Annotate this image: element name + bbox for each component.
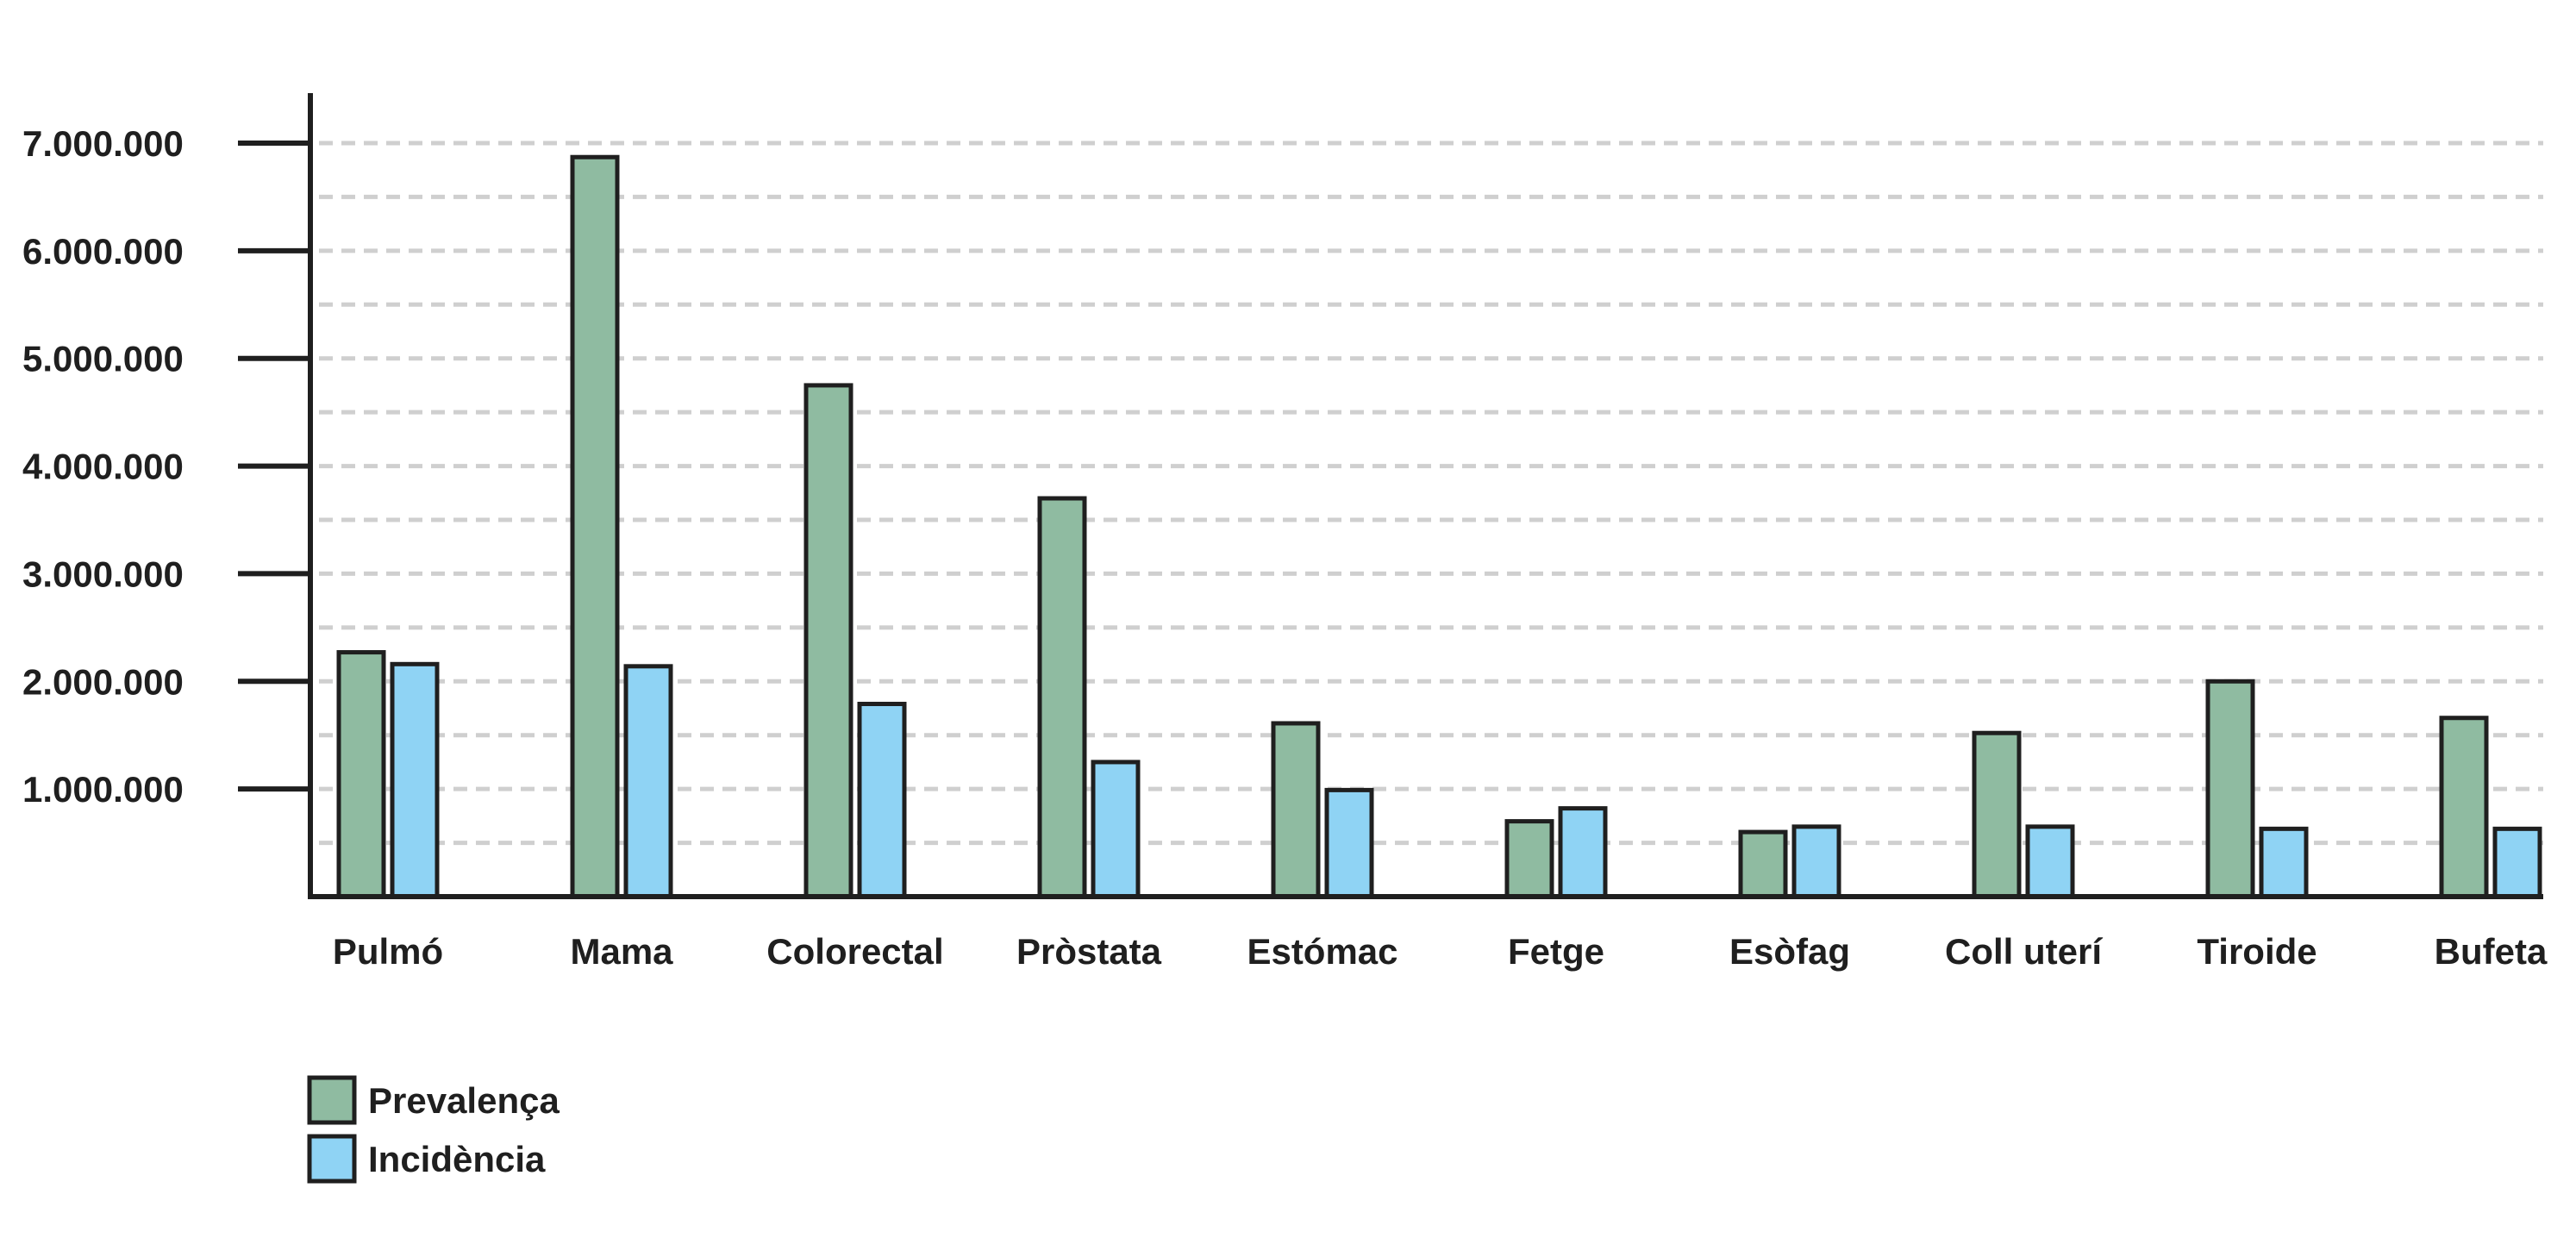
x-tick-label: Colorectal [766,931,943,972]
bar-incid-ncia-3 [1091,760,1141,899]
x-tick-label: Fetge [1508,931,1604,972]
y-tick-label: 4.000.000 [22,447,184,487]
legend: Prevalença Incidència [307,1075,560,1184]
bar-incid-ncia-4 [1324,787,1374,899]
y-tick-label: 2.000.000 [22,661,184,702]
axes [238,93,2543,899]
gridlines [319,141,2543,846]
bar-incid-ncia-1 [623,664,673,899]
bar-prevalen-a-2 [803,383,853,899]
bar-incid-ncia-8 [2259,826,2309,899]
legend-label: Prevalença [368,1080,560,1121]
y-tick-label: 5.000.000 [22,339,184,379]
y-tick-label: 3.000.000 [22,553,184,594]
x-tick-label: Pulmó [333,931,443,972]
bar-incid-ncia-9 [2492,826,2542,899]
bar-prevalen-a-9 [2439,716,2489,899]
bar-incid-ncia-2 [857,702,907,899]
y-tick-label: 1.000.000 [22,769,184,810]
x-tick-label: Bufeta [2435,931,2548,972]
legend-swatch [307,1075,357,1125]
axis-labels: Pulmó Mama Colorectal Pròstata Estómac Fetge E… [22,123,2548,972]
bar-prevalen-a-8 [2205,679,2255,899]
y-tick-label: 7.000.000 [22,123,184,164]
bar-prevalen-a-1 [570,154,620,899]
x-tick-label: Mama [570,931,673,972]
bar-incid-ncia-5 [1558,806,1608,899]
bar-incid-ncia-0 [390,661,440,899]
x-tick-label: Pròstata [1016,931,1162,972]
bar-incid-ncia-6 [1791,824,1841,899]
bar-prevalen-a-6 [1738,829,1788,899]
x-tick-label: Estómac [1247,931,1397,972]
x-tick-label: Esòfag [1729,931,1850,972]
bar-prevalen-a-7 [1972,730,2022,899]
legend-swatch [307,1134,357,1184]
bar-prevalen-a-5 [1504,819,1554,899]
bar-incid-ncia-7 [2025,824,2075,899]
x-tick-label: Coll uterí [1945,931,2103,972]
x-tick-label: Tiroide [2197,931,2317,972]
y-tick-label: 6.000.000 [22,231,184,272]
bar-prevalen-a-3 [1037,496,1087,899]
bar-prevalen-a-4 [1271,721,1321,899]
bar-prevalen-a-0 [336,650,386,899]
legend-label: Incidència [368,1139,546,1179]
bars [336,154,2542,899]
